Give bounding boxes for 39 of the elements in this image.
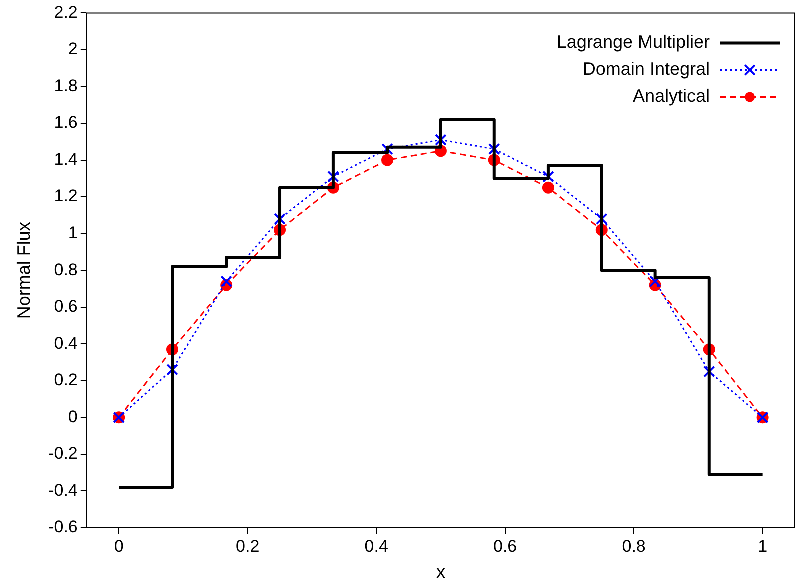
point <box>220 276 233 288</box>
y-tick-label: 2 <box>68 40 78 59</box>
y-tick-label: 0.2 <box>54 370 78 390</box>
point <box>596 213 608 226</box>
y-axis-title: Normal Flux <box>14 222 34 320</box>
point <box>382 143 394 156</box>
y-tick-label: 0.4 <box>54 334 78 353</box>
y-tick-label: -0.6 <box>48 518 78 537</box>
x-tick-label: 0 <box>114 536 124 556</box>
x-tick-label: 0.4 <box>364 536 388 556</box>
x-tick-label: 0.2 <box>236 536 260 556</box>
point <box>703 366 716 378</box>
x-tick-label: 0.6 <box>494 536 518 556</box>
point <box>382 154 394 166</box>
y-tick-label: 0 <box>68 407 78 426</box>
legend-label: Analytical <box>632 86 710 106</box>
y-tick-label: 1.2 <box>54 186 78 206</box>
point <box>274 213 286 226</box>
y-tick-label: -0.4 <box>48 480 78 500</box>
point <box>327 170 340 183</box>
x-axis-title: x <box>436 562 446 582</box>
x-tick-label: 1 <box>758 536 768 556</box>
y-tick-label: 2.2 <box>54 2 78 22</box>
x-tick-label: 0.8 <box>622 536 646 556</box>
point <box>166 364 178 376</box>
y-tick-label: 1.6 <box>54 113 78 132</box>
point <box>488 143 500 156</box>
point <box>649 276 662 288</box>
point <box>542 182 554 194</box>
y-tick-label: 0.6 <box>54 297 78 316</box>
point <box>542 170 554 183</box>
y-tick-label: 1 <box>68 224 78 243</box>
legend-label: Domain Integral <box>582 59 710 80</box>
legend-label: Lagrange Multiplier <box>556 32 710 52</box>
y-tick-label: 1.4 <box>54 150 78 169</box>
point <box>434 134 447 146</box>
y-tick-label: 0.8 <box>54 260 78 280</box>
y-tick-label: 1.8 <box>54 76 78 96</box>
y-tick-label: -0.2 <box>48 444 78 464</box>
